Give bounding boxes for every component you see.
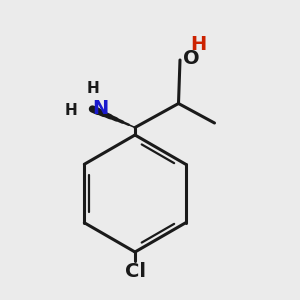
Text: O: O <box>183 49 200 68</box>
Text: H: H <box>65 103 77 118</box>
Text: Cl: Cl <box>124 262 146 281</box>
Text: H: H <box>87 81 99 96</box>
Text: H: H <box>190 35 207 55</box>
Text: N: N <box>92 99 108 118</box>
